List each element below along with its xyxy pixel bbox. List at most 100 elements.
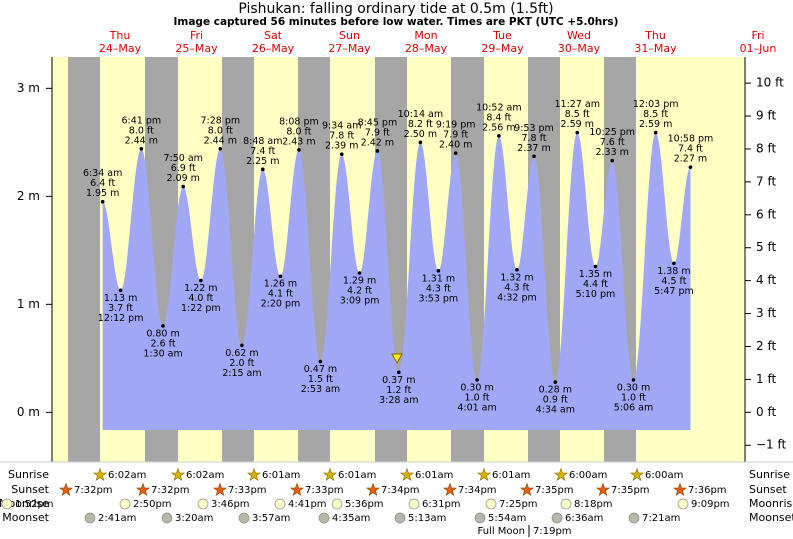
- astro-time: 8:18pm: [574, 499, 613, 510]
- tide-label: 8:45 pm: [358, 117, 398, 128]
- sunset-icon: [212, 482, 228, 497]
- tide-label: 9:53 pm: [514, 123, 554, 134]
- tide-label: 7.9 ft: [365, 127, 390, 138]
- astro-time: 7:36pm: [688, 485, 727, 496]
- tide-label: 0.30 m: [617, 382, 650, 393]
- tide-label: 1.22 m: [184, 283, 217, 294]
- astro-time: 7:25pm: [499, 499, 538, 510]
- tide-label: 2:53 am: [301, 384, 340, 395]
- tide-area: [102, 132, 691, 430]
- moonrise-icon: [331, 498, 343, 510]
- tide-label: 1.13 m: [104, 293, 137, 304]
- y-tick-label: 3 m: [17, 81, 40, 95]
- tide-point: [240, 343, 244, 348]
- tide-label: 7.8 ft: [329, 131, 354, 142]
- astro-time: 2:41am: [98, 513, 136, 524]
- tide-point: [532, 154, 536, 159]
- tide-label: 8.2 ft: [408, 119, 433, 130]
- astro-time: 7:33pm: [228, 485, 267, 496]
- chart-subtitle: Image captured 56 minutes before low wat…: [174, 16, 619, 28]
- tide-point: [118, 288, 123, 293]
- day-name: Thu: [644, 29, 666, 42]
- night-band: [68, 57, 100, 462]
- sunset-icon: [289, 482, 305, 497]
- tide-point: [631, 378, 636, 382]
- current-marker: [391, 353, 403, 365]
- astro-time: 6:02am: [186, 470, 224, 481]
- astro-time: 6:00am: [645, 470, 683, 481]
- tide-label: 9:19 pm: [436, 120, 476, 131]
- row-label: Sunrise: [749, 468, 790, 481]
- moonrise-icon: [197, 498, 209, 510]
- tide-label: 2.44 m: [125, 135, 158, 146]
- astro-time: 9:09pm: [691, 499, 730, 510]
- day-name: Sat: [264, 29, 283, 42]
- day-date: 01–Jun: [740, 42, 777, 55]
- astro-time: 7:21am: [642, 513, 680, 524]
- astro-time: 7:35pm: [611, 485, 650, 496]
- day-date: 30–May: [558, 42, 601, 55]
- row-label: Moonset: [749, 511, 793, 524]
- tide-point: [436, 269, 441, 273]
- tide-point: [339, 152, 344, 156]
- tide-label: 1.5 ft: [308, 374, 333, 385]
- tide-label: 4:34 am: [536, 405, 575, 416]
- tide-label: 5:47 pm: [654, 286, 694, 297]
- tide-label: 10:52 am: [476, 102, 521, 113]
- day-date: 27–May: [328, 42, 371, 55]
- tide-label: 8.0 ft: [129, 125, 154, 136]
- tide-label: 4.3 ft: [426, 283, 451, 294]
- astro-time: 4:35am: [332, 513, 370, 524]
- sunset-icon: [58, 482, 74, 497]
- tide-label: 0.80 m: [146, 328, 179, 339]
- day-name: Mon: [414, 29, 437, 42]
- tide-label: 2.27 m: [674, 154, 707, 165]
- tide-label: 10:25 pm: [589, 127, 635, 138]
- row-label: Moonrise: [749, 497, 793, 510]
- astro-time: 4:41pm: [288, 499, 327, 510]
- day-date: 28–May: [405, 42, 448, 55]
- row-label: Moonset: [2, 511, 49, 524]
- astro-time: 6:36am: [565, 513, 603, 524]
- row-label: Sunset: [749, 483, 787, 496]
- tide-label: 0.62 m: [225, 348, 258, 359]
- tide-label: 4.4 ft: [583, 279, 608, 290]
- moonset-icon: [161, 512, 173, 524]
- tide-point: [610, 158, 615, 163]
- astro-time: 7:35pm: [535, 485, 574, 496]
- tide-point: [181, 184, 186, 189]
- tide-label: 4.2 ft: [347, 286, 372, 297]
- moonset-icon: [551, 512, 563, 524]
- tide-point: [261, 167, 265, 172]
- day-name: Tue: [492, 29, 512, 42]
- tide-label: 0.9 ft: [543, 395, 568, 406]
- moonrise-icon: [560, 498, 572, 510]
- day-name: Wed: [567, 29, 591, 42]
- astro-time: 3:57am: [252, 513, 290, 524]
- tide-label: 2.09 m: [167, 173, 200, 184]
- astro-time: 6:02am: [108, 470, 146, 481]
- day-name: Sun: [339, 29, 360, 42]
- tide-label: 11:27 am: [555, 99, 600, 110]
- tide-label: 0.37 m: [382, 375, 415, 386]
- y-tick-label: 0 m: [17, 405, 40, 419]
- day-date: 26–May: [252, 42, 295, 55]
- moonset-icon: [238, 512, 250, 524]
- tide-point: [575, 130, 580, 135]
- tide-label: 0.30 m: [460, 382, 493, 393]
- tide-label: 6:34 am: [83, 168, 122, 179]
- tide-label: 1.0 ft: [621, 392, 646, 403]
- tide-label: 3:09 pm: [340, 296, 380, 307]
- tide-label: 1.0 ft: [465, 392, 490, 403]
- y2-tick-label: 3 ft: [756, 306, 776, 320]
- tide-label: 2:20 pm: [261, 299, 301, 310]
- day-name: Fri: [190, 29, 203, 42]
- tide-label: 5:10 pm: [576, 289, 616, 300]
- tide-label: 7.8 ft: [521, 133, 546, 144]
- astro-time: 6:01am: [492, 470, 530, 481]
- tide-label: 2.59 m: [639, 119, 672, 130]
- tide-label: 2.56 m: [482, 122, 515, 133]
- tide-point: [375, 149, 380, 153]
